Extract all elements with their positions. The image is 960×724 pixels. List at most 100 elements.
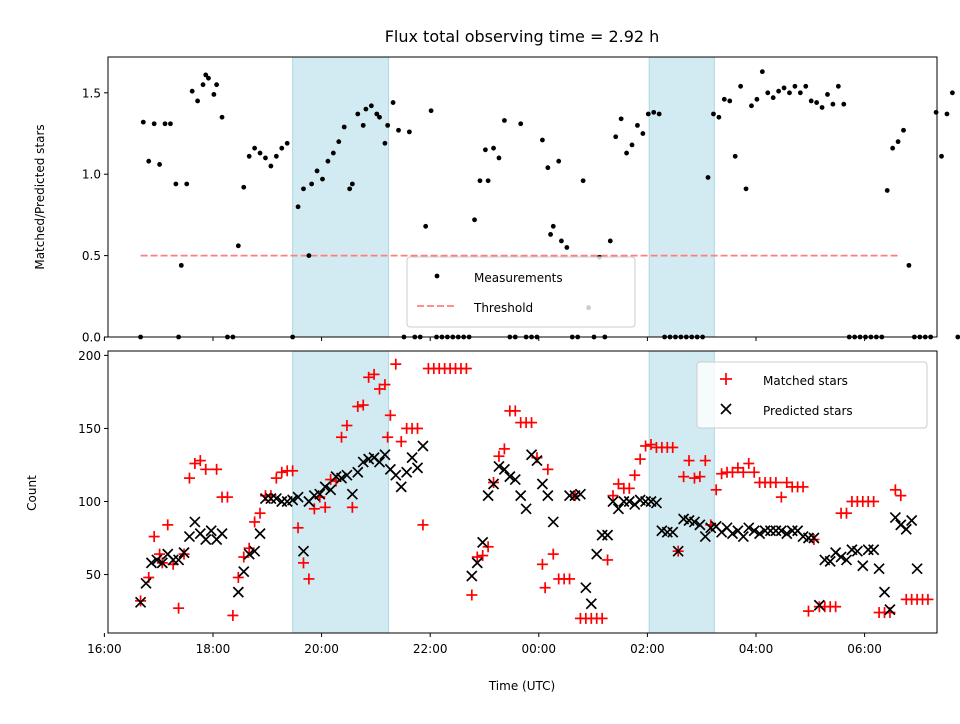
predicted-star-point <box>878 586 891 598</box>
x-tick-label: 04:00 <box>739 642 774 656</box>
measurement-point <box>738 83 744 89</box>
predicted-star-point <box>406 452 418 464</box>
predicted-star-point <box>824 555 836 568</box>
predicted-star-point <box>276 495 288 508</box>
measurement-point <box>396 127 401 133</box>
predicted-star-point <box>699 530 711 543</box>
matched-star-point <box>797 481 809 493</box>
measurement-point <box>284 140 290 146</box>
measurement-point <box>721 96 727 102</box>
measurement-point <box>178 262 184 268</box>
predicted-star-point <box>178 547 190 559</box>
predicted-star-point <box>542 490 554 502</box>
measurement-point <box>496 155 502 161</box>
legend-plus-marker <box>720 373 732 385</box>
measurement-point <box>792 83 798 89</box>
predicted-star-point <box>547 516 559 528</box>
matched-star-point <box>368 368 380 380</box>
predicted-star-point <box>265 492 277 505</box>
predicted-star-point <box>411 462 424 474</box>
matched-star-point <box>249 516 261 528</box>
matched-star-point <box>232 571 244 583</box>
measurement-point <box>314 168 320 174</box>
matched-star-point <box>640 440 652 452</box>
measurement-point <box>754 96 760 102</box>
predicted-star-point <box>591 548 603 560</box>
measurement-point <box>173 181 179 187</box>
predicted-star-point <box>346 488 358 500</box>
measurement-point <box>477 178 483 184</box>
measurement-point <box>559 238 564 244</box>
measurement-point <box>168 121 173 127</box>
measurement-point <box>214 82 220 88</box>
x-tick-label: 06:00 <box>847 642 882 656</box>
predicted-star-point <box>200 533 212 546</box>
matched-star-point <box>526 417 538 429</box>
predicted-star-point <box>259 492 272 505</box>
matched-star-point <box>352 401 364 413</box>
predicted-star-point <box>770 525 782 537</box>
measurement-point <box>629 142 635 148</box>
predicted-star-point <box>563 490 576 502</box>
predicted-star-point <box>906 514 918 527</box>
matched-star-point <box>162 519 174 531</box>
predicted-star-point <box>601 529 614 541</box>
matched-star-point <box>547 548 559 560</box>
measurement-point <box>257 150 263 156</box>
predicted-star-point <box>270 492 282 505</box>
matched-star-point <box>889 484 901 496</box>
measurement-point <box>349 181 355 187</box>
predicted-star-point <box>232 586 244 598</box>
matched-star-point <box>276 466 288 478</box>
x-tick-label: 18:00 <box>196 642 231 656</box>
predicted-star-point <box>189 516 201 528</box>
matched-star-point <box>802 605 814 617</box>
legend-label-matched: Matched stars <box>763 374 848 388</box>
measurement-point <box>211 92 217 97</box>
measurement-point <box>645 111 651 117</box>
predicted-star-point <box>205 525 217 537</box>
matched-star-point <box>379 379 391 391</box>
predicted-star-point <box>471 557 483 569</box>
measurement-point <box>797 90 803 96</box>
x-axis-label: Time (UTC) <box>488 679 555 693</box>
predicted-star-point <box>297 545 310 557</box>
count-axes: 50 100 150 200 16:00 18:00 20:00 22:00 00:00 02:0… <box>78 349 938 656</box>
predicted-star-point <box>140 577 152 589</box>
y-tick-label: 100 <box>78 495 101 509</box>
predicted-star-point <box>650 497 663 509</box>
matched-star-point <box>297 557 309 569</box>
measurement-point <box>732 153 738 159</box>
measurement-point <box>246 153 252 159</box>
predicted-star-point <box>618 495 630 508</box>
matched-star-point <box>319 501 331 513</box>
measurement-point <box>268 163 274 169</box>
measurement-point <box>624 150 629 156</box>
predicted-star-point <box>504 471 516 483</box>
matched-star-point <box>460 363 472 375</box>
legend-dot-marker <box>434 273 440 279</box>
predicted-star-point <box>216 528 228 540</box>
matched-star-point <box>623 482 635 494</box>
matched-star-point <box>607 490 619 502</box>
measurement-point <box>711 111 716 117</box>
predicted-star-point <box>743 522 755 534</box>
predicted-star-point <box>238 566 250 578</box>
predicted-star-point <box>335 472 348 484</box>
predicted-star-point <box>759 525 771 537</box>
y-tick-label: 200 <box>78 349 101 363</box>
measurement-point <box>406 129 412 135</box>
matched-star-point <box>194 455 206 467</box>
matched-star-point <box>542 463 554 475</box>
matched-star-point <box>227 609 239 621</box>
x-tick-label: 22:00 <box>413 642 448 656</box>
predicted-star-point <box>775 525 787 537</box>
measurement-point <box>743 186 749 192</box>
predicted-star-point <box>243 548 255 560</box>
matched-star-point <box>716 468 728 480</box>
predicted-star-point <box>134 596 147 608</box>
matched-star-point <box>221 491 233 503</box>
matched-star-point <box>477 550 489 562</box>
measurement-point <box>727 98 733 104</box>
measurement-point <box>803 83 809 89</box>
